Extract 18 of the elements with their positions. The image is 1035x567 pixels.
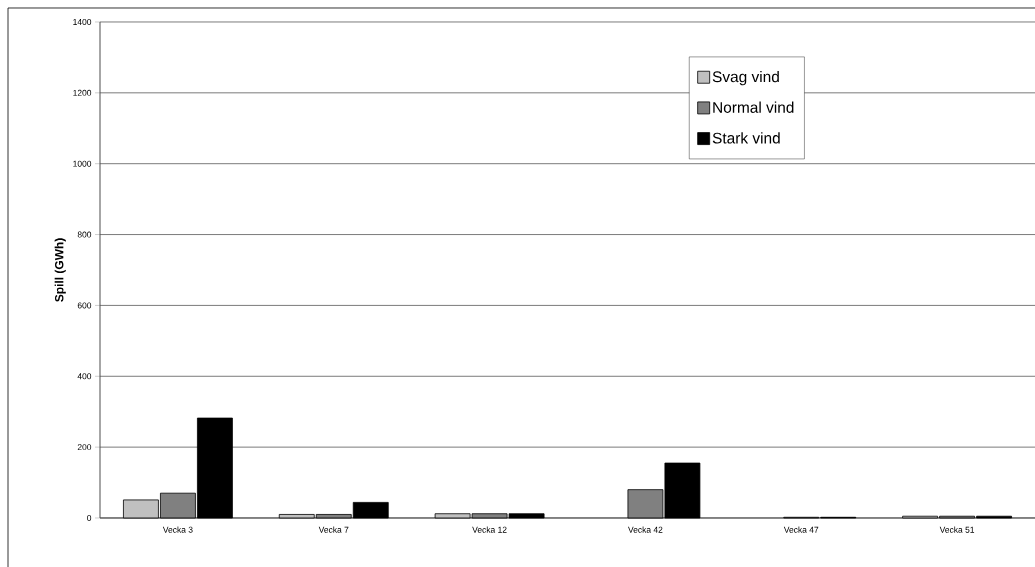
y-tick-label: 1200 <box>73 89 92 96</box>
y-tick-label: 200 <box>77 444 92 451</box>
x-tick-label: Vecka 42 <box>628 526 663 533</box>
y-tick-label: 600 <box>77 302 92 309</box>
y-axis-title: Spill (GWh) <box>54 238 66 302</box>
x-tick-label: Vecka 47 <box>783 526 819 533</box>
x-tick-label: Vecka 7 <box>318 526 349 533</box>
legend-label: Stark vind <box>712 132 780 144</box>
legend-label: Svag vind <box>712 70 779 86</box>
y-tick-label: 400 <box>77 373 92 380</box>
x-tick-label: Vecka 51 <box>939 526 975 533</box>
legend-label: Normal vind <box>713 101 794 113</box>
y-tick-label: 800 <box>77 231 92 238</box>
y-tick-label: 1000 <box>73 160 92 167</box>
y-tick-label: 1400 <box>73 18 92 25</box>
y-tick-label: 0 <box>87 514 92 521</box>
x-tick-label: Vecka 12 <box>472 526 507 533</box>
x-tick-label: Vecka 3 <box>162 526 193 533</box>
